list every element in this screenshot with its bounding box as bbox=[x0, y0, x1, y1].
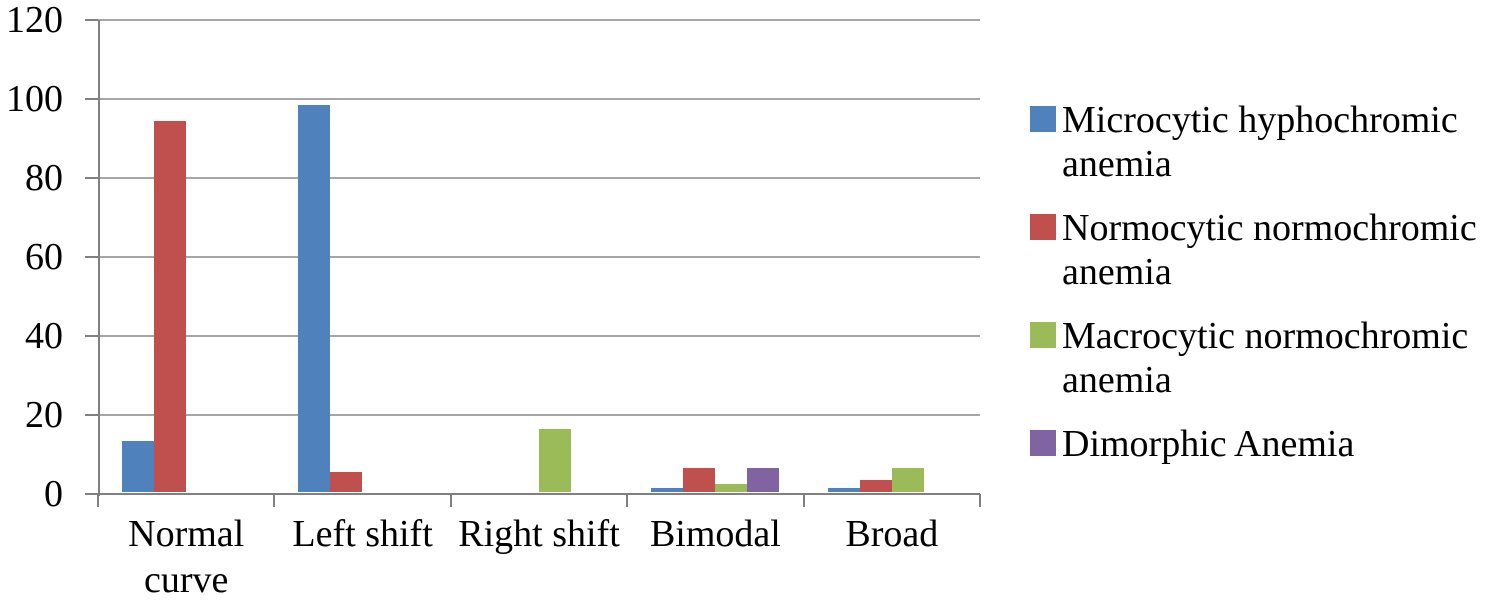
x-tick bbox=[97, 494, 99, 507]
y-axis-tick-label: 20 bbox=[25, 394, 63, 436]
x-axis-category-label: Right shift bbox=[458, 513, 620, 555]
y-tick bbox=[85, 335, 98, 337]
legend: Microcytic hyphochromic anemia Normocytic… bbox=[1030, 98, 1500, 467]
legend-item: Normocytic normochromic anemia bbox=[1030, 206, 1500, 294]
bar bbox=[747, 468, 780, 492]
y-tick bbox=[85, 98, 98, 100]
bar bbox=[330, 472, 363, 492]
bar bbox=[683, 468, 716, 492]
gridline bbox=[98, 19, 980, 21]
y-axis-tick-label: 0 bbox=[44, 473, 63, 515]
gridline bbox=[98, 256, 980, 258]
y-tick bbox=[85, 177, 98, 179]
legend-item: Macrocytic normochromic anemia bbox=[1030, 314, 1500, 402]
x-tick bbox=[449, 494, 452, 507]
bar bbox=[154, 120, 186, 492]
x-axis-category-label: Bimodal bbox=[649, 513, 781, 555]
y-axis-tick-label: 100 bbox=[6, 78, 63, 120]
y-axis-tick-label: 120 bbox=[6, 0, 63, 41]
x-axis-category-label: Broad bbox=[845, 513, 939, 555]
y-tick bbox=[85, 493, 98, 495]
bar bbox=[891, 468, 924, 492]
legend-swatch bbox=[1030, 430, 1056, 457]
gridline bbox=[98, 414, 980, 416]
gridline bbox=[98, 177, 980, 179]
x-axis-line bbox=[98, 493, 980, 495]
y-tick bbox=[85, 256, 98, 258]
y-axis-tick-label: 40 bbox=[25, 315, 63, 357]
bar bbox=[298, 104, 331, 492]
legend-label: Dimorphic Anemia bbox=[1062, 423, 1355, 466]
legend-item: Dimorphic Anemia bbox=[1030, 422, 1500, 466]
legend-item: Microcytic hyphochromic anemia bbox=[1030, 98, 1500, 186]
legend-label: Normocytic normochromic anemia bbox=[1062, 207, 1477, 294]
bar bbox=[859, 480, 892, 492]
gridline bbox=[98, 98, 980, 100]
y-axis-line bbox=[98, 20, 100, 496]
legend-swatch bbox=[1030, 322, 1056, 349]
bar bbox=[827, 488, 860, 492]
x-tick bbox=[979, 494, 981, 507]
x-tick bbox=[802, 494, 805, 507]
y-axis-tick-label: 60 bbox=[25, 236, 63, 278]
legend-label: Macrocytic normochromic anemia bbox=[1062, 315, 1469, 402]
x-axis-category-label: Normal curve bbox=[128, 513, 245, 601]
plot-area bbox=[85, 19, 981, 507]
y-axis-tick-label: 80 bbox=[25, 157, 63, 199]
legend-label: Microcytic hyphochromic anemia bbox=[1062, 99, 1458, 186]
bar bbox=[122, 440, 154, 492]
legend-swatch bbox=[1030, 106, 1056, 132]
bar bbox=[538, 428, 571, 492]
y-tick bbox=[85, 19, 98, 21]
gridline bbox=[98, 335, 980, 337]
y-tick bbox=[85, 414, 98, 416]
x-tick bbox=[273, 494, 276, 507]
bar bbox=[715, 484, 748, 492]
legend-swatch bbox=[1030, 214, 1056, 241]
x-tick bbox=[626, 494, 629, 507]
x-axis-category-label: Left shift bbox=[292, 513, 433, 555]
bar bbox=[651, 488, 684, 492]
